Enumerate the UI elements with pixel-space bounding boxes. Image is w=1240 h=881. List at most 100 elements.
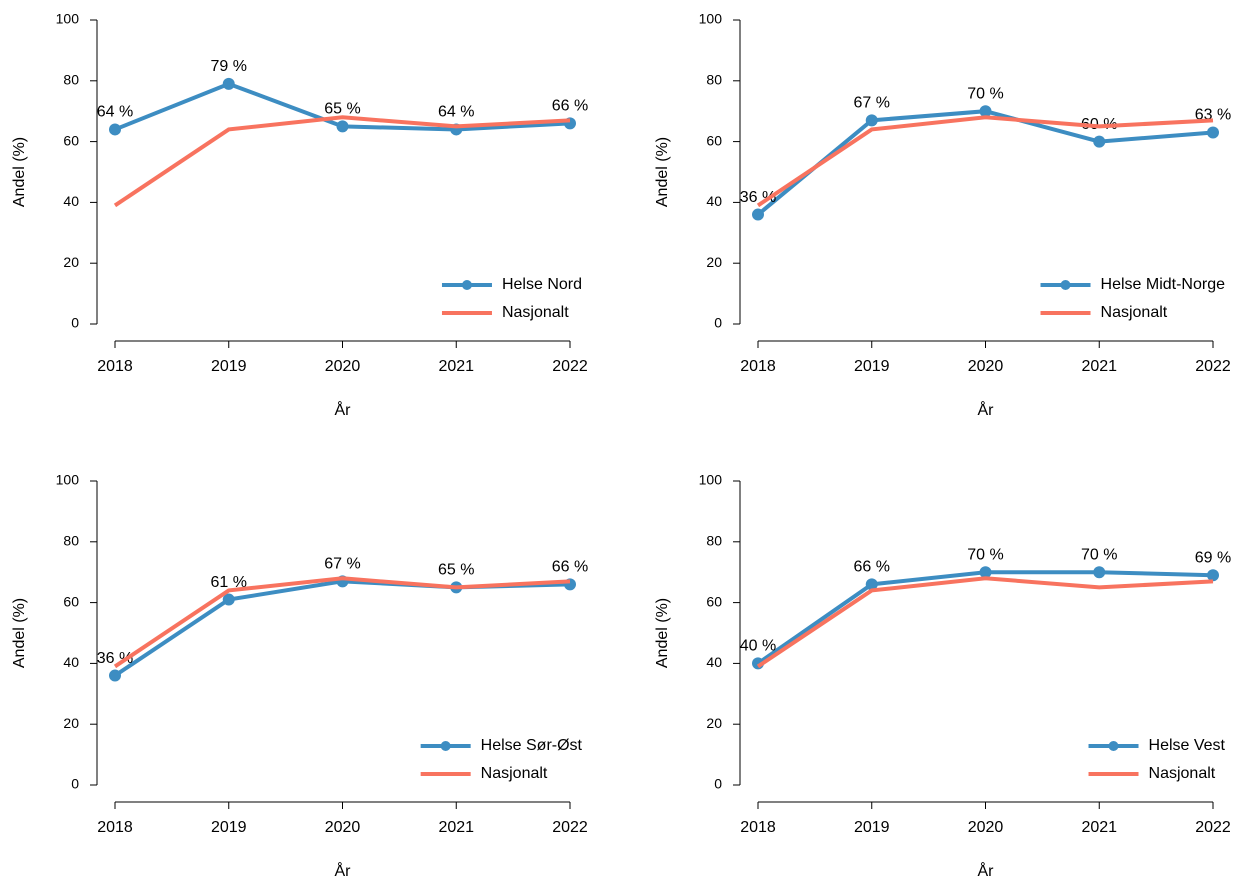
x-tick-label: 2020 xyxy=(968,358,1004,375)
legend-label: Nasjonalt xyxy=(1149,765,1216,782)
point xyxy=(109,669,121,682)
x-tick-label: 2021 xyxy=(438,819,474,836)
series-line xyxy=(756,576,1214,669)
series-line xyxy=(113,115,571,208)
legend-marker xyxy=(1108,741,1119,751)
x-tick-label: 2019 xyxy=(854,819,890,836)
x-tick-label: 2020 xyxy=(325,358,361,375)
point xyxy=(865,114,878,127)
x-tick-label: 2020 xyxy=(325,819,361,836)
value-label: 66 % xyxy=(854,559,890,576)
legend-label: Helse Nord xyxy=(502,276,582,293)
x-tick-label: 2018 xyxy=(740,819,776,836)
value-label: 40 % xyxy=(740,638,776,655)
y-tick-label: 40 xyxy=(706,193,722,209)
series-line xyxy=(113,576,571,669)
legend-label: Nasjonalt xyxy=(481,765,548,782)
x-axis-label: År xyxy=(978,400,995,419)
point xyxy=(752,208,764,221)
value-label: 69 % xyxy=(1195,549,1231,566)
x-tick-label: 2021 xyxy=(1081,819,1117,836)
value-label: 70 % xyxy=(967,546,1003,563)
x-tick-label: 2018 xyxy=(97,358,133,375)
y-tick-label: 100 xyxy=(699,11,723,27)
point xyxy=(1207,126,1219,139)
point xyxy=(1093,135,1106,148)
point xyxy=(1207,569,1219,582)
value-label: 70 % xyxy=(1081,546,1117,563)
x-tick-label: 2019 xyxy=(854,358,890,375)
legend-label: Helse Sør-Øst xyxy=(481,737,583,754)
x-tick-label: 2018 xyxy=(97,819,133,836)
y-tick-label: 40 xyxy=(63,193,79,209)
value-label: 65 % xyxy=(438,562,474,579)
value-label: 66 % xyxy=(552,559,588,576)
legend-label: Nasjonalt xyxy=(502,304,569,321)
point xyxy=(979,105,992,118)
series-line xyxy=(756,109,1214,217)
legend-marker xyxy=(440,741,451,751)
y-axis-label: Andel (%) xyxy=(654,598,671,668)
y-tick-label: 0 xyxy=(71,776,79,792)
y-tick-label: 100 xyxy=(56,11,80,27)
value-label: 65 % xyxy=(324,101,360,118)
point xyxy=(109,123,121,136)
y-tick-label: 0 xyxy=(714,776,722,792)
y-tick-label: 60 xyxy=(63,593,79,609)
y-tick-label: 100 xyxy=(56,472,80,488)
y-tick-label: 60 xyxy=(63,132,79,148)
y-tick-label: 60 xyxy=(706,132,722,148)
y-tick-label: 40 xyxy=(706,654,722,670)
y-tick-label: 80 xyxy=(63,72,79,88)
value-label: 66 % xyxy=(552,98,588,115)
y-tick-label: 80 xyxy=(63,533,79,549)
value-label: 64 % xyxy=(438,104,474,121)
legend-label: Nasjonalt xyxy=(1101,304,1168,321)
point xyxy=(222,77,235,90)
x-tick-label: 2019 xyxy=(211,819,247,836)
y-tick-label: 20 xyxy=(63,254,79,270)
legend-marker xyxy=(1060,280,1071,290)
value-label: 61 % xyxy=(211,574,247,591)
value-label: 70 % xyxy=(967,85,1003,102)
x-tick-label: 2022 xyxy=(1195,358,1231,375)
y-tick-label: 60 xyxy=(706,593,722,609)
value-label: 64 % xyxy=(97,104,133,121)
x-tick-label: 2022 xyxy=(552,819,588,836)
x-tick-label: 2022 xyxy=(1195,819,1231,836)
point xyxy=(979,566,992,579)
point xyxy=(222,593,235,606)
x-tick-label: 2021 xyxy=(438,358,474,375)
x-axis-label: År xyxy=(335,400,352,419)
y-tick-label: 80 xyxy=(706,533,722,549)
y-tick-label: 20 xyxy=(63,715,79,731)
y-tick-label: 80 xyxy=(706,72,722,88)
x-axis-label: År xyxy=(335,861,352,880)
legend-label: Helse Vest xyxy=(1149,737,1226,754)
series-line xyxy=(113,579,571,678)
x-tick-label: 2020 xyxy=(968,819,1004,836)
series-line xyxy=(756,115,1214,208)
y-tick-label: 40 xyxy=(63,654,79,670)
point xyxy=(336,120,349,133)
value-label: 67 % xyxy=(324,556,360,573)
y-tick-label: 0 xyxy=(714,315,722,331)
y-tick-label: 20 xyxy=(706,254,722,270)
value-label: 67 % xyxy=(854,95,890,112)
y-axis-label: Andel (%) xyxy=(654,137,671,207)
x-tick-label: 2021 xyxy=(1081,358,1117,375)
x-tick-label: 2019 xyxy=(211,358,247,375)
x-tick-label: 2022 xyxy=(552,358,588,375)
y-tick-label: 0 xyxy=(71,315,79,331)
y-tick-label: 20 xyxy=(706,715,722,731)
x-tick-label: 2018 xyxy=(740,358,776,375)
point xyxy=(865,578,878,591)
y-axis-label: Andel (%) xyxy=(11,137,28,207)
x-axis-label: År xyxy=(978,861,995,880)
legend-label: Helse Midt-Norge xyxy=(1101,276,1226,293)
y-axis-label: Andel (%) xyxy=(11,598,28,668)
point xyxy=(1093,566,1106,579)
value-label: 60 % xyxy=(1081,116,1117,133)
value-label: 79 % xyxy=(211,58,247,75)
